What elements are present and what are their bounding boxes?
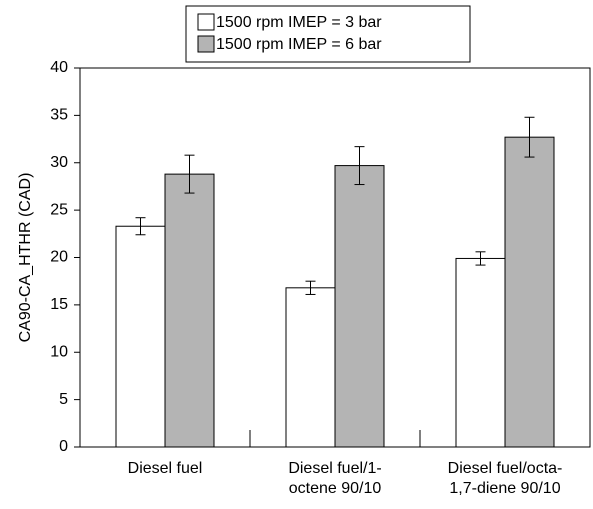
- y-tick-label: 5: [59, 391, 68, 408]
- x-tick-label: Diesel fuel: [128, 460, 203, 477]
- bar: [504, 136, 555, 448]
- legend-swatch: [197, 13, 215, 31]
- y-tick-label: 25: [50, 201, 68, 218]
- legend-swatch: [197, 35, 215, 53]
- x-tick-label: Diesel fuel/octa-: [448, 460, 563, 477]
- y-tick-label: 10: [50, 343, 68, 360]
- bar: [164, 173, 215, 448]
- y-tick-label: 15: [50, 296, 68, 313]
- x-tick-label: Diesel fuel/1-: [288, 460, 381, 477]
- y-tick-label: 35: [50, 107, 68, 124]
- y-tick-label: 40: [50, 59, 68, 76]
- x-tick-label: 1,7-diene 90/10: [449, 480, 560, 497]
- bar: [455, 257, 506, 448]
- y-tick-label: 20: [50, 249, 68, 266]
- bar: [115, 225, 166, 448]
- legend-label: 1500 rpm IMEP = 6 bar: [216, 36, 382, 53]
- legend-box: [185, 5, 471, 63]
- y-tick-label: 30: [50, 154, 68, 171]
- y-tick-label: 0: [59, 438, 68, 455]
- bar: [334, 165, 385, 448]
- legend-label: 1500 rpm IMEP = 3 bar: [216, 14, 382, 31]
- bar: [285, 287, 336, 448]
- x-tick-label: octene 90/10: [289, 480, 382, 497]
- y-axis-label: CA90-CA_HTHR (CAD): [17, 173, 34, 343]
